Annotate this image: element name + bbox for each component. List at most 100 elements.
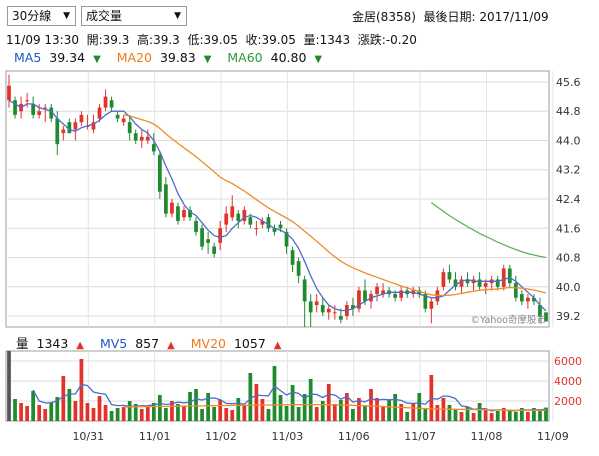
candle-body bbox=[290, 250, 295, 265]
volume-bar bbox=[507, 410, 512, 421]
volume-bar bbox=[260, 399, 265, 421]
volume-bar bbox=[43, 409, 48, 421]
volume-bar bbox=[212, 407, 217, 421]
candle-body bbox=[399, 290, 404, 298]
candle-body bbox=[465, 279, 470, 284]
candle-body bbox=[526, 297, 530, 302]
volume-tick-label: 4000 bbox=[554, 375, 582, 388]
candle-body bbox=[254, 228, 259, 230]
low-label: 低: bbox=[187, 33, 204, 47]
indicator-select-value: 成交量 bbox=[86, 9, 123, 23]
volume-bar bbox=[266, 409, 271, 421]
ma20-name: MA20 bbox=[116, 50, 152, 65]
open-value: 39.3 bbox=[102, 33, 130, 47]
mv5-legend: MV5 857 ▲ bbox=[100, 336, 179, 351]
x-tick-label: 11/08 bbox=[471, 430, 503, 443]
volume-bar bbox=[278, 395, 283, 421]
candle-body bbox=[97, 107, 102, 119]
volume-bar bbox=[302, 394, 307, 421]
candle-body bbox=[127, 122, 132, 134]
volume-bar bbox=[513, 412, 518, 421]
ma20-line bbox=[123, 114, 547, 297]
volume-bar bbox=[544, 407, 548, 421]
volume-bar bbox=[145, 407, 150, 421]
candle-body bbox=[483, 283, 488, 287]
change-value: -0.20 bbox=[385, 33, 417, 47]
candle-body bbox=[73, 122, 78, 130]
volume-bar bbox=[79, 359, 84, 421]
volume-name: 量 bbox=[16, 336, 29, 351]
ma-legend: MA5 39.34 ▼ MA20 39.83 ▼ MA60 40.80 ▼ bbox=[14, 50, 330, 65]
volume-bar bbox=[345, 393, 349, 421]
candle-body bbox=[507, 268, 512, 284]
volume-bar bbox=[31, 391, 36, 421]
candle-body bbox=[477, 279, 482, 287]
volume-bar bbox=[103, 405, 108, 421]
candle-body bbox=[453, 279, 458, 287]
stock-header: 金居(8358) 最後日期: 2017/11/09 bbox=[352, 8, 549, 25]
volume-bar bbox=[218, 400, 223, 421]
price-tick-label: 40.8 bbox=[556, 252, 581, 265]
volume-legend-item: 量 1343 ▲ bbox=[16, 336, 88, 351]
candle-body bbox=[538, 305, 542, 317]
candle-body bbox=[266, 217, 271, 229]
candle-body bbox=[151, 144, 156, 152]
volume-bar bbox=[254, 384, 259, 421]
volume-legend: 量 1343 ▲ MV5 857 ▲ MV20 1057 ▲ bbox=[16, 333, 289, 352]
volume-bar bbox=[435, 405, 440, 421]
high-value: 39.3 bbox=[153, 33, 180, 47]
candle-body bbox=[188, 209, 192, 218]
candle-body bbox=[284, 231, 289, 247]
ma20-legend: MA20 39.83 ▼ bbox=[117, 50, 216, 65]
volume-bar bbox=[97, 396, 102, 421]
high-label: 高: bbox=[137, 33, 154, 47]
volume-bar bbox=[170, 401, 174, 421]
ma60-name: MA60 bbox=[227, 50, 263, 65]
candle-body bbox=[393, 294, 398, 298]
volume-bar bbox=[115, 408, 120, 421]
candle-body bbox=[194, 220, 198, 232]
volume-bar bbox=[501, 408, 506, 421]
volume-bar bbox=[483, 409, 488, 421]
volume-bar bbox=[182, 406, 186, 421]
candle-body bbox=[31, 103, 36, 115]
candle-body bbox=[441, 272, 446, 287]
volume-bar bbox=[121, 407, 126, 421]
price-tick-label: 45.6 bbox=[556, 76, 581, 89]
candle-body bbox=[49, 107, 54, 119]
candle-body bbox=[314, 301, 319, 306]
volume-bar bbox=[206, 393, 210, 421]
down-arrow-icon: ▼ bbox=[314, 54, 323, 65]
interval-select[interactable]: 30分線 ▼ bbox=[7, 6, 76, 26]
volume-bar bbox=[314, 407, 319, 421]
candle-body bbox=[157, 155, 162, 192]
indicator-select[interactable]: 成交量 ▼ bbox=[81, 6, 187, 26]
volume-bar bbox=[194, 389, 198, 421]
candle-body bbox=[103, 96, 108, 108]
candle-body bbox=[200, 228, 204, 247]
volume-bar bbox=[164, 408, 168, 421]
ma5-value: 39.34 bbox=[49, 50, 86, 65]
volume-bar bbox=[489, 413, 494, 421]
volume-bar bbox=[459, 412, 464, 421]
volume-bar bbox=[447, 405, 452, 421]
volume-bar bbox=[236, 398, 241, 421]
candle-body bbox=[109, 100, 114, 108]
down-arrow-icon: ▼ bbox=[93, 54, 101, 65]
candle-body bbox=[139, 136, 144, 141]
volume-bar bbox=[176, 404, 180, 421]
volume-bar bbox=[308, 379, 313, 421]
volume-bar bbox=[320, 401, 325, 421]
up-arrow-icon: ▲ bbox=[76, 340, 84, 351]
volume-bar bbox=[326, 384, 331, 421]
volume-bar bbox=[351, 409, 355, 421]
volume-bar bbox=[477, 403, 482, 421]
volume-bar bbox=[224, 408, 229, 421]
candle-body bbox=[224, 213, 229, 225]
volume-bar bbox=[67, 389, 72, 421]
volume-bar bbox=[230, 410, 235, 421]
ma5-name: MA5 bbox=[14, 50, 42, 65]
x-tick-label: 11/09 bbox=[537, 430, 569, 443]
candle-body bbox=[230, 206, 235, 218]
